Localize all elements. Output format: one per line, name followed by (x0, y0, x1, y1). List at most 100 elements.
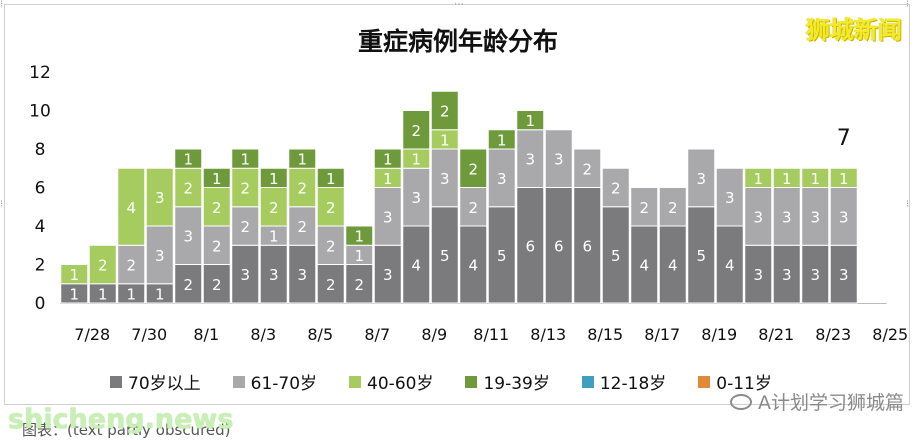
bar-value-label: 4 (468, 257, 478, 275)
bar-segment (316, 225, 345, 265)
bar-segment (288, 167, 317, 208)
bar-value-label: 1 (383, 170, 393, 188)
bar-value-label: 3 (497, 170, 507, 188)
legend-label: 19-39岁 (483, 374, 550, 394)
bar-value-label: 3 (753, 208, 763, 226)
bar-value-label: 2 (212, 199, 222, 217)
bar-value-label: 3 (240, 266, 250, 284)
bar-segment (231, 206, 260, 246)
bar-segment (117, 167, 146, 246)
y-tick-label: 0 (35, 294, 46, 314)
bar-value-label: 1 (411, 151, 421, 169)
bar-value-label: 3 (696, 170, 706, 188)
bar-value-label: 3 (810, 208, 820, 226)
legend-item: 0-11岁 (698, 369, 772, 394)
bar-segment (487, 129, 516, 150)
bar-value-label: 3 (440, 170, 450, 188)
bar-segment (231, 244, 260, 304)
legend-item: 40-60岁 (349, 369, 433, 394)
wechat-account-label: A计划学习狮城篇 (758, 392, 904, 414)
bar-segment (573, 148, 602, 188)
bar-value-label: 2 (582, 160, 592, 178)
bar-segment (772, 244, 801, 304)
bar-value-label: 2 (440, 103, 450, 121)
bar-value-label: 2 (240, 218, 250, 236)
bar-segment (117, 244, 146, 285)
resize-handle[interactable]: ⋯ (454, 0, 464, 10)
x-tick-label: 8/11 (473, 325, 509, 344)
wechat-account: A计划学习狮城篇 (730, 388, 904, 415)
resize-handle[interactable]: ⁝ (906, 0, 910, 10)
x-tick-label: 8/5 (307, 325, 333, 344)
bar-segment (772, 187, 801, 246)
bar-value-label: 3 (554, 151, 564, 169)
bar-value-label: 3 (411, 189, 421, 207)
bar-value-label: 1 (297, 151, 307, 169)
bar-segment (174, 148, 203, 169)
bar-value-label: 1 (98, 285, 108, 303)
bar-value-label: 1 (126, 285, 136, 303)
bar-value-label: 2 (297, 218, 307, 236)
bar-value-label: 2 (668, 199, 678, 217)
resize-handle[interactable]: ⁝ (0, 0, 4, 10)
bar-segment (174, 206, 203, 265)
bar-value-label: 1 (497, 131, 507, 149)
legend-label: 70岁以上 (128, 374, 201, 394)
bar-segment (715, 225, 744, 304)
bar-segment (601, 167, 630, 208)
bar-segment (516, 110, 545, 131)
brand-logo-text: 狮城新闻 (806, 16, 902, 44)
bar-value-label: 2 (326, 237, 336, 255)
bar-segment (658, 187, 687, 227)
bar-segment (829, 244, 858, 304)
bar-segment (231, 167, 260, 208)
x-tick-label: 8/21 (758, 325, 794, 344)
bar-value-label: 1 (810, 170, 820, 188)
bar-segment (801, 244, 830, 304)
x-tick-label: 8/23 (815, 325, 851, 344)
bar-value-label: 3 (725, 189, 735, 207)
bar-value-label: 2 (98, 257, 108, 275)
chart-title: 重症病例年龄分布 (357, 27, 558, 56)
legend-swatch (698, 375, 711, 388)
bar-value-label: 1 (269, 170, 279, 188)
bar-segment (430, 90, 459, 131)
legend-swatch (465, 375, 478, 388)
bar-segment (601, 206, 630, 304)
bar-value-label: 1 (240, 151, 250, 169)
bar-segment (487, 148, 516, 208)
bar-value-label: 3 (753, 266, 763, 284)
legend-swatch (581, 375, 594, 388)
bar-segment (630, 225, 659, 304)
bar-value-label: 2 (240, 180, 250, 198)
bar-value-label: 3 (183, 228, 193, 246)
resize-handle[interactable]: ⁝ (0, 199, 4, 210)
bar-segment (544, 187, 573, 304)
x-tick-label: 8/25 (872, 325, 908, 344)
x-tick-label: 8/1 (193, 325, 219, 344)
bar-segment (630, 187, 659, 227)
bar-segment (687, 148, 716, 208)
legend-label: 61-70岁 (250, 374, 318, 394)
bar-value-label: 2 (212, 276, 222, 294)
bar-value-label: 2 (411, 122, 421, 140)
bar-segment (658, 225, 687, 304)
bar-value-label: 1 (354, 247, 364, 265)
bar-value-label: 5 (696, 247, 706, 265)
bar-segment (487, 206, 516, 304)
annotation-label: 7 (837, 126, 851, 151)
bar-segment (801, 167, 830, 188)
bar-segment (88, 244, 117, 285)
bar-value-label: 2 (183, 180, 193, 198)
bar-value-label: 3 (269, 266, 279, 284)
y-tick-label: 10 (29, 102, 51, 122)
y-tick-label: 2 (35, 256, 46, 276)
bar-value-label: 6 (582, 237, 592, 255)
legend-label: 12-18岁 (599, 374, 667, 394)
bar-value-label: 4 (639, 257, 649, 275)
bar-segment (60, 264, 89, 285)
resize-handle[interactable]: ⁝ (906, 199, 910, 210)
bar-segment (288, 206, 317, 246)
bar-value-label: 5 (440, 247, 450, 265)
